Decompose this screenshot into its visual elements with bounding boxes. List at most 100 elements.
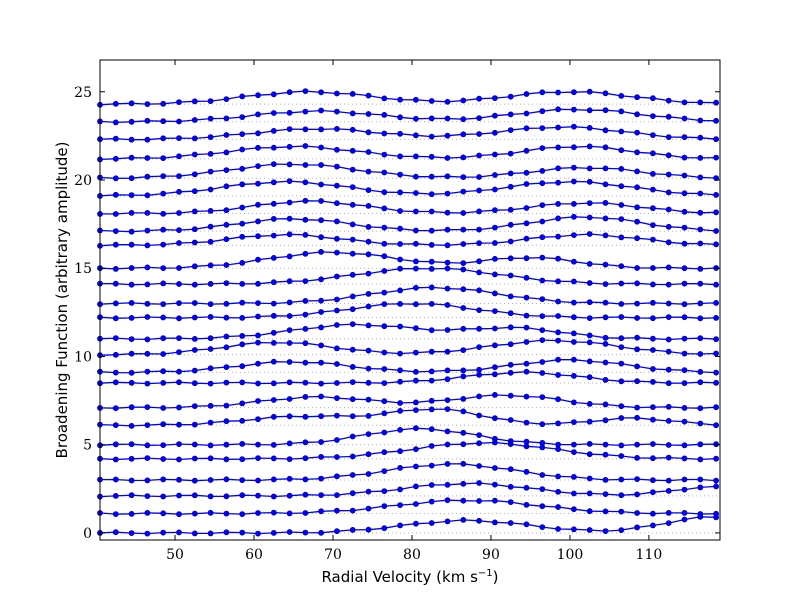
data-point bbox=[365, 505, 372, 512]
data-point bbox=[270, 312, 277, 319]
data-point bbox=[112, 155, 119, 162]
data-point bbox=[476, 440, 482, 447]
data-point bbox=[491, 371, 498, 378]
data-point bbox=[618, 165, 625, 172]
data-point bbox=[128, 477, 135, 484]
data-point bbox=[128, 136, 135, 143]
data-point bbox=[381, 301, 388, 307]
data-point bbox=[349, 110, 356, 117]
data-point bbox=[381, 240, 388, 247]
data-point bbox=[586, 107, 593, 114]
data-point bbox=[634, 334, 640, 341]
data-point bbox=[650, 315, 656, 322]
data-point bbox=[697, 335, 704, 342]
data-point bbox=[349, 221, 356, 228]
data-point bbox=[349, 379, 356, 385]
data-point bbox=[255, 111, 261, 118]
data-point bbox=[144, 510, 151, 516]
data-point bbox=[665, 113, 672, 120]
data-point bbox=[697, 315, 704, 322]
data-point bbox=[144, 380, 151, 387]
data-point bbox=[286, 379, 293, 386]
series-13 bbox=[97, 300, 719, 322]
data-point bbox=[191, 510, 198, 517]
data-point bbox=[223, 167, 230, 173]
data-point bbox=[539, 486, 546, 492]
data-point bbox=[507, 150, 514, 157]
data-point bbox=[365, 290, 372, 297]
data-point bbox=[239, 259, 246, 266]
data-point bbox=[255, 455, 261, 461]
data-point bbox=[223, 115, 230, 122]
data-point bbox=[713, 455, 719, 462]
data-point bbox=[650, 455, 656, 462]
data-point bbox=[507, 361, 514, 368]
data-point bbox=[302, 476, 309, 483]
data-point bbox=[191, 314, 198, 321]
data-point bbox=[176, 511, 182, 518]
data-point bbox=[460, 131, 467, 138]
data-point bbox=[618, 415, 625, 421]
data-point bbox=[650, 416, 656, 423]
data-point bbox=[412, 173, 419, 180]
data-point bbox=[239, 456, 246, 463]
data-point bbox=[634, 454, 640, 461]
data-point bbox=[650, 378, 656, 385]
data-point bbox=[602, 417, 609, 424]
data-point bbox=[476, 393, 482, 400]
data-point bbox=[191, 300, 198, 306]
data-point bbox=[586, 200, 593, 206]
data-point bbox=[412, 463, 419, 470]
data-point bbox=[160, 241, 167, 248]
data-point bbox=[555, 420, 561, 427]
data-point bbox=[681, 516, 688, 523]
data-point bbox=[697, 300, 704, 307]
series-line bbox=[99, 463, 717, 482]
data-point bbox=[602, 107, 609, 114]
data-point bbox=[176, 227, 182, 233]
data-point bbox=[444, 132, 451, 139]
data-point bbox=[365, 111, 372, 117]
data-point bbox=[586, 280, 593, 286]
data-point bbox=[681, 350, 688, 357]
data-point bbox=[302, 88, 309, 94]
data-point bbox=[397, 522, 403, 529]
data-point bbox=[713, 404, 719, 411]
series-line bbox=[99, 200, 717, 215]
data-point bbox=[286, 313, 293, 319]
data-point bbox=[697, 154, 704, 161]
data-point bbox=[491, 481, 498, 488]
data-point bbox=[318, 217, 324, 224]
data-point bbox=[239, 233, 246, 240]
data-point bbox=[523, 339, 530, 345]
data-point bbox=[586, 339, 593, 346]
data-point bbox=[428, 482, 435, 488]
data-point bbox=[460, 408, 467, 415]
data-point bbox=[491, 391, 498, 398]
data-point bbox=[239, 379, 246, 386]
data-point bbox=[523, 419, 530, 426]
data-point bbox=[286, 510, 293, 517]
data-point bbox=[428, 227, 435, 234]
data-point bbox=[586, 88, 593, 95]
data-point bbox=[270, 254, 277, 261]
data-point bbox=[160, 155, 167, 161]
data-point bbox=[476, 131, 482, 137]
data-point bbox=[412, 301, 419, 308]
data-point bbox=[697, 511, 704, 517]
data-point bbox=[286, 440, 293, 447]
data-point bbox=[112, 335, 119, 341]
data-point bbox=[255, 256, 261, 263]
data-point bbox=[381, 323, 388, 330]
data-point bbox=[444, 98, 451, 105]
data-point bbox=[713, 314, 719, 321]
data-point bbox=[428, 498, 435, 505]
data-point bbox=[128, 228, 135, 235]
data-point bbox=[713, 336, 719, 343]
data-point bbox=[302, 126, 309, 133]
data-point bbox=[302, 143, 309, 149]
data-point bbox=[650, 95, 656, 102]
data-point bbox=[555, 255, 561, 262]
data-point bbox=[476, 344, 482, 350]
data-point bbox=[239, 440, 246, 447]
